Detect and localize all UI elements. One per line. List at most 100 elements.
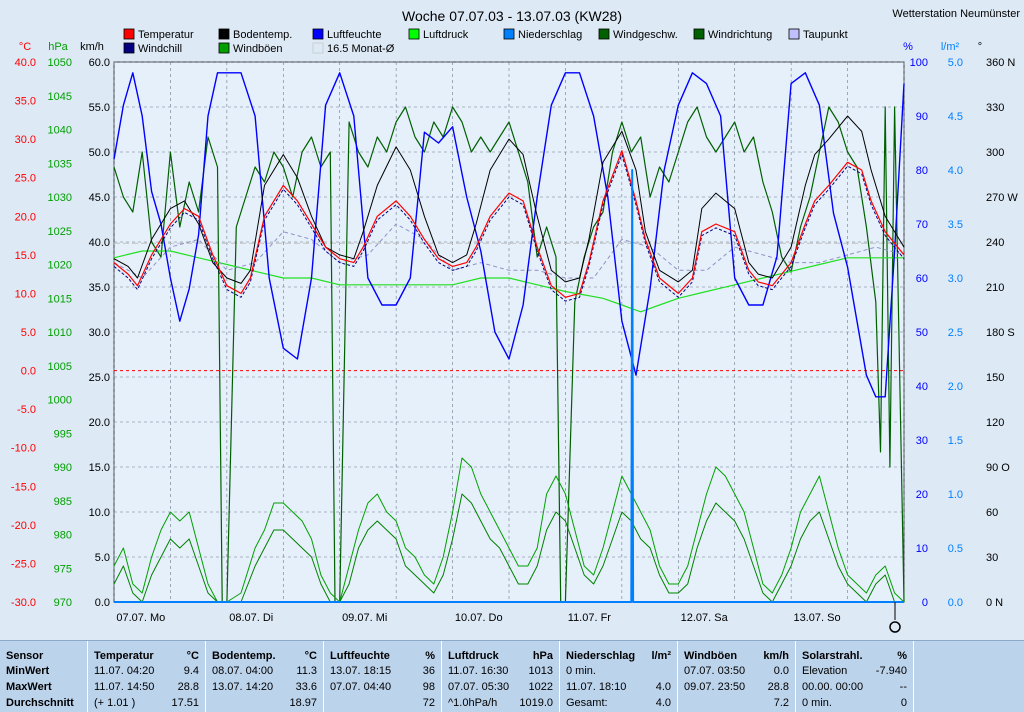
legend-label: Windgeschw.: [613, 29, 678, 41]
stats-cell: °C: [304, 650, 317, 662]
rain-tick-label: 3.0: [948, 273, 963, 285]
stats-cell: 36: [422, 665, 435, 677]
pressure-tick-label: 1030: [48, 192, 72, 204]
direction-tick-label: 210: [986, 282, 1004, 294]
stats-cell: 28.8: [177, 681, 199, 693]
humidity-tick-label: 90: [916, 111, 928, 123]
unit-humidity: %: [903, 41, 913, 53]
stats-cell: km/h: [763, 650, 789, 662]
stats-cell: %: [425, 650, 435, 662]
stats-cell: 00.00. 00:00: [802, 681, 864, 693]
unit-wind: km/h: [80, 41, 104, 53]
stats-block: Solarstrahl.% Elevation -7.940 00.00. 00:00…: [796, 641, 914, 712]
stats-cell: Sensor: [6, 650, 44, 662]
stats-cell: 18.97: [289, 697, 317, 709]
legend-swatch: [788, 28, 800, 40]
legend-swatch: [123, 28, 135, 40]
pressure-tick-label: 1045: [48, 91, 72, 103]
stats-block: Temperatur °C 11.07. 04:20 9.4 11.07. 14:50 2…: [88, 641, 206, 712]
unit-temp: °C: [19, 41, 31, 53]
pressure-tick-label: 975: [54, 563, 72, 575]
legend-swatch: [218, 42, 230, 54]
series-line: [113, 115, 905, 284]
stats-cell: 11.07. 16:30: [448, 665, 509, 677]
pressure-tick-label: 995: [54, 428, 72, 440]
stats-cell: 0.0: [773, 665, 789, 677]
stats-cell: Elevation: [802, 665, 848, 677]
day-label: 08.07. Di: [229, 612, 273, 624]
pressure-tick-label: 1010: [48, 327, 72, 339]
humidity-tick-label: 100: [910, 57, 928, 69]
temp-tick-label: -30.0: [11, 597, 36, 609]
stats-cell: 0 min.: [566, 665, 596, 677]
legend-swatch: [693, 28, 705, 40]
stats-cell: 08.07. 04:00: [212, 665, 274, 677]
stats-cell: Windböen: [684, 650, 738, 662]
stats-cell: 7.2: [773, 697, 789, 709]
temp-tick-label: -5.0: [17, 404, 36, 416]
humidity-tick-label: 30: [916, 435, 928, 447]
legend-label: Windböen: [233, 43, 283, 55]
stats-cell: 17.51: [171, 697, 199, 709]
sun-icon: [889, 621, 901, 633]
stats-cell: Solarstrahl.: [802, 650, 863, 662]
rain-tick-label: 3.5: [948, 219, 963, 231]
temp-tick-label: 5.0: [21, 327, 36, 339]
direction-tick-label: 360 N: [986, 57, 1015, 69]
temp-tick-label: 0.0: [21, 366, 36, 378]
stats-cell: %: [897, 650, 907, 662]
stats-cell: Durchschnitt: [6, 697, 74, 709]
stats-cell: Luftdruck: [448, 650, 499, 662]
wind-tick-label: 20.0: [89, 417, 110, 429]
legend-label: Luftdruck: [423, 29, 469, 41]
legend-label: Taupunkt: [803, 29, 848, 41]
humidity-tick-label: 20: [916, 489, 928, 501]
rain-tick-label: 4.0: [948, 165, 963, 177]
stats-cell: 11.07. 18:10: [566, 681, 627, 693]
day-label: 11.07. Fr: [568, 612, 612, 624]
wind-tick-label: 55.0: [89, 102, 110, 114]
temp-tick-label: 40.0: [15, 57, 36, 69]
direction-tick-label: 30: [986, 552, 998, 564]
humidity-tick-label: 40: [916, 381, 928, 393]
stats-block: Bodentemp. °C 08.07. 04:00 11.3 13.07. 14:20…: [206, 641, 324, 712]
stats-cell: 07.07. 03:50: [684, 665, 746, 677]
pressure-tick-label: 1020: [48, 260, 72, 272]
legend-swatch: [218, 28, 230, 40]
stats-cell: 11.3: [296, 665, 317, 677]
unit-direction: °: [978, 41, 982, 53]
legend-label: Windrichtung: [708, 29, 772, 41]
direction-tick-label: 270 W: [986, 192, 1018, 204]
stats-cell: 33.6: [295, 681, 317, 693]
stats-cell: 13.07. 14:20: [212, 681, 274, 693]
stats-cell: 1013: [528, 665, 553, 677]
legend-label: 16.5 Monat-Ø: [327, 43, 395, 55]
humidity-tick-label: 80: [916, 165, 928, 177]
temp-tick-label: 10.0: [15, 288, 36, 300]
rain-tick-label: 1.5: [948, 435, 963, 447]
legend-swatch: [123, 42, 135, 54]
series-line: [114, 169, 904, 603]
stats-cell: 13.07. 18:15: [330, 665, 392, 677]
day-label: 09.07. Mi: [342, 612, 387, 624]
stats-cell: 11.07. 14:50: [94, 681, 155, 693]
weather-chart: Woche 07.07.03 - 13.07.03 (KW28) Wetters…: [11, 8, 1020, 633]
stats-cell: 11.07. 04:20: [94, 665, 155, 677]
legend-label: Niederschlag: [518, 29, 582, 41]
stats-cell: -7.940: [875, 665, 907, 677]
series-line: [113, 154, 905, 302]
rain-tick-label: 1.0: [948, 489, 963, 501]
stats-cell: 0 min.: [802, 697, 832, 709]
wind-tick-label: 35.0: [89, 282, 110, 294]
wind-tick-label: 45.0: [89, 192, 110, 204]
stats-cell: Bodentemp.: [212, 650, 276, 662]
legend-swatch: [312, 42, 324, 54]
pressure-tick-label: 985: [54, 496, 72, 508]
wind-tick-label: 30.0: [89, 327, 110, 339]
stats-cell: hPa: [532, 650, 553, 662]
stats-cell: 1022: [528, 681, 553, 693]
stats-cell: 98: [422, 681, 435, 693]
stats-cell: Temperatur: [94, 650, 154, 662]
stats-cell: 72: [422, 697, 435, 709]
pressure-tick-label: 1035: [48, 158, 72, 170]
